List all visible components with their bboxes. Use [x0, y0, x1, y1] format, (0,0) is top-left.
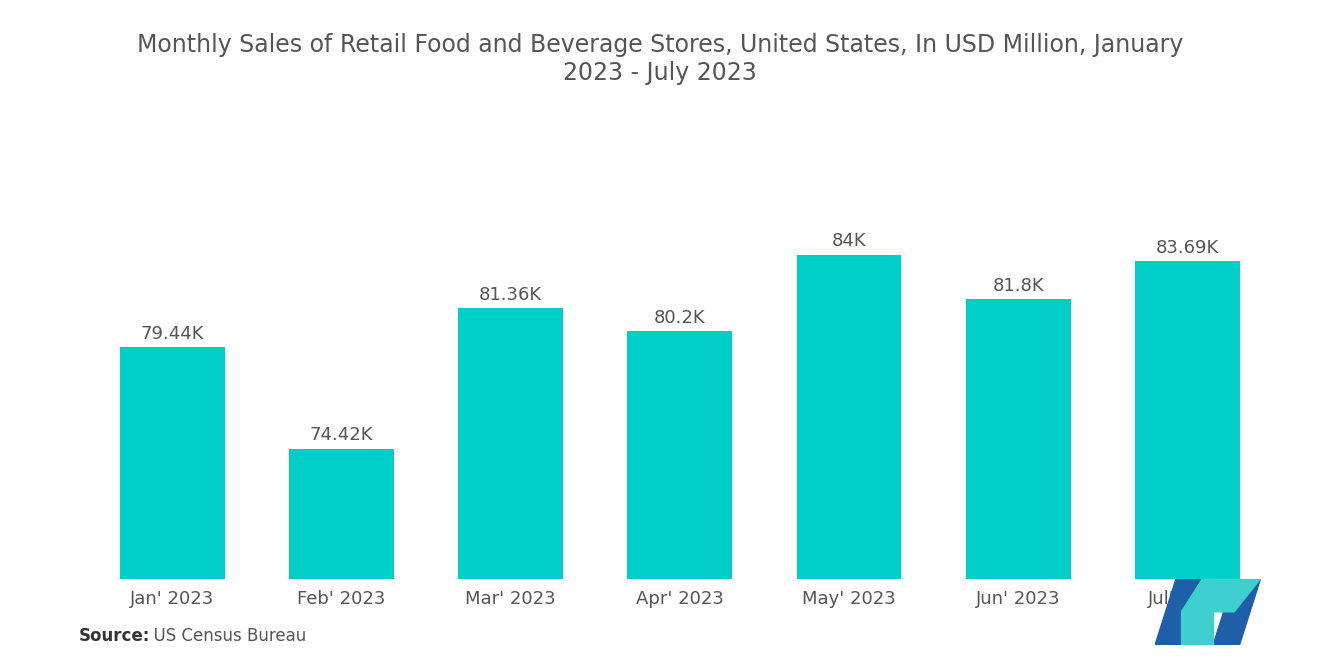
Polygon shape — [1181, 579, 1234, 612]
Bar — [120, 347, 224, 665]
Bar — [1135, 261, 1239, 665]
Polygon shape — [1155, 579, 1203, 645]
Text: 84K: 84K — [832, 233, 866, 251]
Text: Source:: Source: — [79, 627, 150, 645]
Bar — [796, 255, 902, 665]
Polygon shape — [1181, 612, 1213, 645]
Text: 74.42K: 74.42K — [310, 426, 374, 444]
Text: 81.8K: 81.8K — [993, 277, 1044, 295]
Bar — [458, 308, 564, 665]
Polygon shape — [1203, 579, 1261, 612]
Text: 83.69K: 83.69K — [1156, 239, 1218, 257]
Bar — [289, 448, 393, 665]
Text: 81.36K: 81.36K — [479, 286, 543, 304]
Text: 79.44K: 79.44K — [140, 325, 205, 343]
Bar — [627, 331, 733, 665]
Text: Monthly Sales of Retail Food and Beverage Stores, United States, In USD Million,: Monthly Sales of Retail Food and Beverag… — [137, 33, 1183, 85]
Bar — [966, 299, 1071, 665]
Polygon shape — [1213, 579, 1261, 645]
Text: US Census Bureau: US Census Bureau — [143, 627, 306, 645]
Text: 80.2K: 80.2K — [653, 309, 706, 327]
